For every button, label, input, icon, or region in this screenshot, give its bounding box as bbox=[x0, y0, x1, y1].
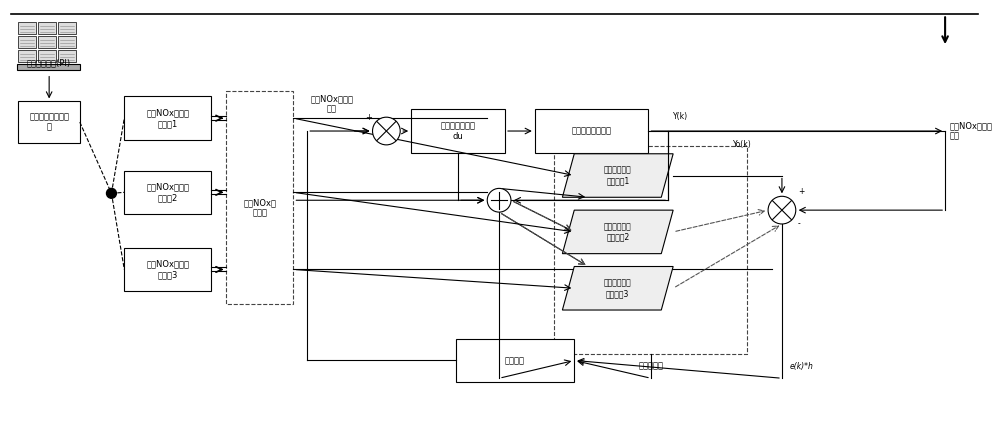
Polygon shape bbox=[562, 210, 673, 254]
Text: 给煤量欧氏距离聚
类: 给煤量欧氏距离聚 类 bbox=[29, 113, 69, 132]
Text: 多模型检测: 多模型检测 bbox=[638, 361, 663, 370]
Bar bbox=[124, 97, 211, 140]
Circle shape bbox=[373, 117, 400, 145]
Text: 反馈校正: 反馈校正 bbox=[505, 356, 525, 365]
Text: -: - bbox=[798, 219, 801, 228]
Bar bbox=[58, 22, 76, 34]
Bar bbox=[38, 22, 56, 34]
Text: 入口NOx浓
度预测: 入口NOx浓 度预测 bbox=[243, 198, 276, 217]
Text: 电站信息系统(PI): 电站信息系统(PI) bbox=[27, 59, 71, 68]
Text: Yo(k): Yo(k) bbox=[732, 140, 751, 149]
Bar bbox=[18, 36, 36, 48]
Text: 入口NOx浓度预
测模型2: 入口NOx浓度预 测模型2 bbox=[146, 182, 189, 202]
Circle shape bbox=[487, 188, 511, 212]
Bar bbox=[58, 36, 76, 48]
Text: e(k)*h: e(k)*h bbox=[790, 362, 814, 371]
Bar bbox=[38, 36, 56, 48]
Text: +: + bbox=[365, 113, 372, 121]
Polygon shape bbox=[562, 154, 673, 197]
Bar bbox=[411, 109, 505, 153]
Text: 脱硝装置响应
预测模型3: 脱硝装置响应 预测模型3 bbox=[604, 279, 632, 298]
Text: 出口NOx浓度设
定值: 出口NOx浓度设 定值 bbox=[310, 94, 353, 114]
Bar bbox=[17, 64, 80, 70]
Text: 脱硝装置控制对象: 脱硝装置控制对象 bbox=[572, 126, 612, 136]
Bar bbox=[226, 92, 293, 304]
Bar bbox=[124, 248, 211, 291]
Bar bbox=[456, 339, 574, 382]
Text: Y(k): Y(k) bbox=[673, 112, 688, 121]
Text: 入口NOx浓度预
测模型3: 入口NOx浓度预 测模型3 bbox=[146, 260, 189, 279]
Bar bbox=[124, 170, 211, 214]
Text: 出口NOx浓度测
量值: 出口NOx浓度测 量值 bbox=[950, 121, 993, 141]
Bar bbox=[535, 109, 648, 153]
Text: 喷氨量滚动优化
du: 喷氨量滚动优化 du bbox=[441, 121, 476, 141]
Circle shape bbox=[107, 188, 116, 198]
Circle shape bbox=[768, 196, 796, 224]
Bar bbox=[38, 50, 56, 62]
Text: +: + bbox=[798, 187, 804, 196]
Polygon shape bbox=[562, 267, 673, 310]
Text: 脱硝系装置应
预测模型1: 脱硝系装置应 预测模型1 bbox=[604, 166, 632, 185]
Text: 入口NOx浓度预
测模型1: 入口NOx浓度预 测模型1 bbox=[146, 109, 189, 128]
Bar bbox=[18, 22, 36, 34]
Text: 脱硝装置响应
预测模型2: 脱硝装置响应 预测模型2 bbox=[604, 222, 632, 242]
Bar bbox=[58, 50, 76, 62]
Bar bbox=[554, 146, 747, 353]
Bar bbox=[18, 50, 36, 62]
Bar bbox=[18, 101, 80, 143]
